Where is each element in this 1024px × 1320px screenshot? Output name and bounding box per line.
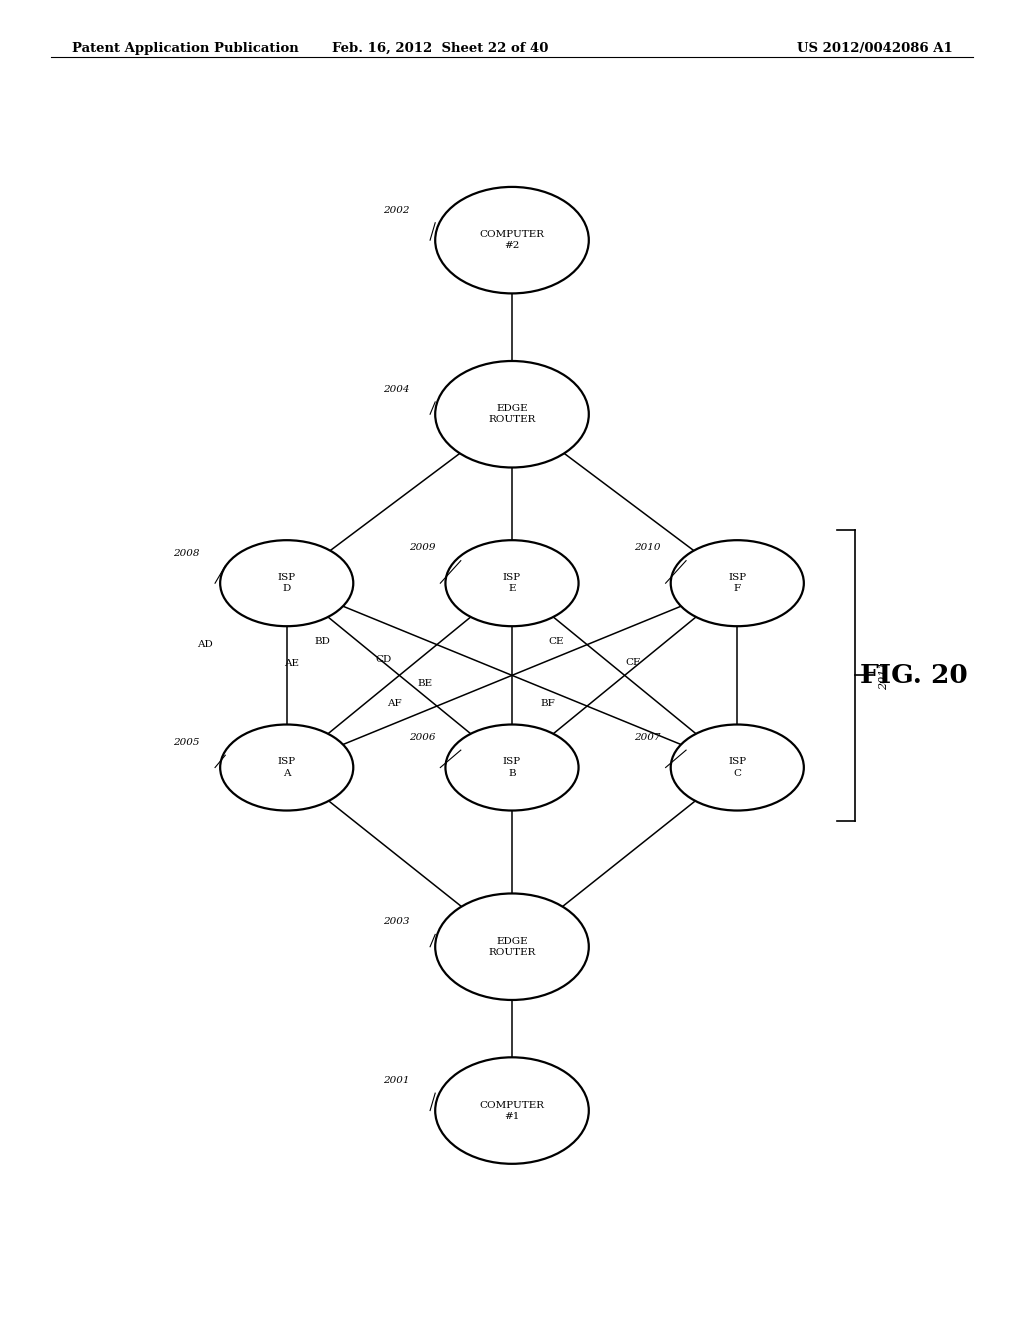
Text: ISP
B: ISP B [503,758,521,777]
Text: 2010: 2010 [634,544,660,553]
Ellipse shape [435,894,589,1001]
Text: ISP
C: ISP C [728,758,746,777]
Text: US 2012/0042086 A1: US 2012/0042086 A1 [797,42,952,55]
Text: 2005: 2005 [173,738,200,747]
Text: CE: CE [548,638,564,645]
Text: ISP
D: ISP D [278,573,296,593]
Ellipse shape [435,360,589,467]
Ellipse shape [671,725,804,810]
Text: 2008: 2008 [173,549,200,557]
Ellipse shape [671,540,804,626]
Ellipse shape [220,540,353,626]
Ellipse shape [435,1057,589,1164]
Text: EDGE
ROUTER: EDGE ROUTER [488,404,536,424]
Text: AF: AF [387,698,401,708]
Text: 2007: 2007 [634,733,660,742]
Text: AE: AE [285,659,299,668]
Text: 2003: 2003 [383,917,410,927]
Text: 2001: 2001 [383,1076,410,1085]
Text: CF: CF [626,657,640,667]
Text: ISP
A: ISP A [278,758,296,777]
Ellipse shape [435,187,589,293]
Text: BD: BD [314,638,331,645]
Text: 2011: 2011 [879,661,889,689]
Text: 2004: 2004 [383,384,410,393]
Text: COMPUTER
#1: COMPUTER #1 [479,1101,545,1121]
Text: BE: BE [418,678,432,688]
Text: 2009: 2009 [409,544,435,553]
Text: BF: BF [541,698,555,708]
Text: ISP
E: ISP E [503,573,521,593]
Text: 2006: 2006 [409,733,435,742]
Text: FIG. 20: FIG. 20 [860,663,968,688]
Ellipse shape [445,540,579,626]
Text: EDGE
ROUTER: EDGE ROUTER [488,937,536,957]
Ellipse shape [220,725,353,810]
Text: COMPUTER
#2: COMPUTER #2 [479,230,545,251]
Text: ISP
F: ISP F [728,573,746,593]
Text: Feb. 16, 2012  Sheet 22 of 40: Feb. 16, 2012 Sheet 22 of 40 [332,42,549,55]
Text: AD: AD [197,640,213,649]
Text: Patent Application Publication: Patent Application Publication [72,42,298,55]
Text: 2002: 2002 [383,206,410,215]
Text: CD: CD [376,656,392,664]
Ellipse shape [445,725,579,810]
